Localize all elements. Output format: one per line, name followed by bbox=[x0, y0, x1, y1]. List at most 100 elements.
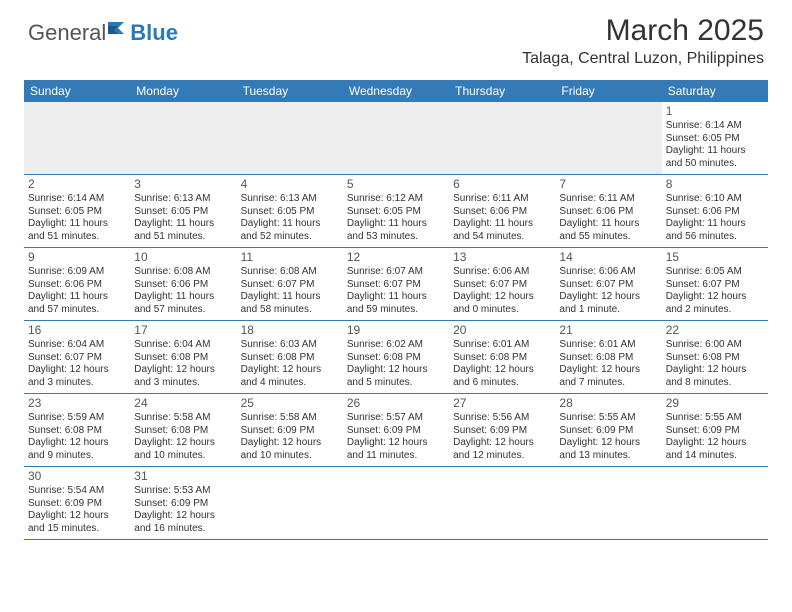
day-number: 22 bbox=[666, 323, 764, 338]
day-number: 6 bbox=[453, 177, 551, 192]
sunrise-text: Sunrise: 5:58 AM bbox=[241, 412, 339, 425]
sunset-text: Sunset: 6:08 PM bbox=[347, 352, 445, 365]
sunrise-text: Sunrise: 5:55 AM bbox=[559, 412, 657, 425]
weekday-label: Thursday bbox=[449, 80, 555, 102]
calendar-day: 22Sunrise: 6:00 AMSunset: 6:08 PMDayligh… bbox=[662, 321, 768, 393]
day-number: 16 bbox=[28, 323, 126, 338]
title-block: March 2025 Talaga, Central Luzon, Philip… bbox=[522, 14, 764, 68]
calendar-week: 16Sunrise: 6:04 AMSunset: 6:07 PMDayligh… bbox=[24, 321, 768, 394]
weekday-label: Friday bbox=[555, 80, 661, 102]
calendar-day: 19Sunrise: 6:02 AMSunset: 6:08 PMDayligh… bbox=[343, 321, 449, 393]
sunset-text: Sunset: 6:09 PM bbox=[559, 425, 657, 438]
day-number: 10 bbox=[134, 250, 232, 265]
calendar-day-empty bbox=[130, 102, 236, 174]
calendar-day: 21Sunrise: 6:01 AMSunset: 6:08 PMDayligh… bbox=[555, 321, 661, 393]
calendar-day: 4Sunrise: 6:13 AMSunset: 6:05 PMDaylight… bbox=[237, 175, 343, 247]
sunrise-text: Sunrise: 5:57 AM bbox=[347, 412, 445, 425]
sunset-text: Sunset: 6:07 PM bbox=[666, 279, 764, 292]
sunrise-text: Sunrise: 6:09 AM bbox=[28, 266, 126, 279]
sunrise-text: Sunrise: 6:12 AM bbox=[347, 193, 445, 206]
location-label: Talaga, Central Luzon, Philippines bbox=[522, 50, 764, 68]
day-number: 17 bbox=[134, 323, 232, 338]
sunset-text: Sunset: 6:08 PM bbox=[559, 352, 657, 365]
daylight-text: Daylight: 11 hours and 54 minutes. bbox=[453, 218, 551, 243]
daylight-text: Daylight: 11 hours and 53 minutes. bbox=[347, 218, 445, 243]
calendar-day: 16Sunrise: 6:04 AMSunset: 6:07 PMDayligh… bbox=[24, 321, 130, 393]
daylight-text: Daylight: 11 hours and 57 minutes. bbox=[28, 291, 126, 316]
sunrise-text: Sunrise: 6:02 AM bbox=[347, 339, 445, 352]
month-title: March 2025 bbox=[522, 14, 764, 48]
day-number: 31 bbox=[134, 469, 232, 484]
sunset-text: Sunset: 6:05 PM bbox=[134, 206, 232, 219]
sunset-text: Sunset: 6:07 PM bbox=[241, 279, 339, 292]
calendar-week: 9Sunrise: 6:09 AM Sunset: 6:06 PM Daylight… bbox=[24, 248, 768, 321]
sunrise-text: Sunrise: 6:11 AM bbox=[453, 193, 551, 206]
day-number: 21 bbox=[559, 323, 657, 338]
calendar-day: 31Sunrise: 5:53 AMSunset: 6:09 PMDayligh… bbox=[130, 467, 236, 539]
calendar-week: 30Sunrise: 5:54 AMSunset: 6:09 PMDayligh… bbox=[24, 467, 768, 540]
calendar-day: 9Sunrise: 6:09 AMSunset: 6:06 PMDaylight… bbox=[24, 248, 130, 320]
day-number: 24 bbox=[134, 396, 232, 411]
day-number: 14 bbox=[559, 250, 657, 265]
calendar-day: 23Sunrise: 5:59 AMSunset: 6:08 PMDayligh… bbox=[24, 394, 130, 466]
calendar-day: 26Sunrise: 5:57 AMSunset: 6:09 PMDayligh… bbox=[343, 394, 449, 466]
weekday-label: Monday bbox=[130, 80, 236, 102]
sunset-text: Sunset: 6:06 PM bbox=[666, 206, 764, 219]
sunrise-text: Sunrise: 5:54 AM bbox=[28, 485, 126, 498]
daylight-text: Daylight: 11 hours and 55 minutes. bbox=[559, 218, 657, 243]
sunrise-text: Sunrise: 6:07 AM bbox=[347, 266, 445, 279]
daylight-text: Daylight: 11 hours and 50 minutes. bbox=[666, 145, 764, 170]
sunset-text: Sunset: 6:07 PM bbox=[347, 279, 445, 292]
calendar-day-empty bbox=[343, 467, 449, 539]
sunset-text: Sunset: 6:07 PM bbox=[559, 279, 657, 292]
sunset-text: Sunset: 6:08 PM bbox=[28, 425, 126, 438]
day-number: 27 bbox=[453, 396, 551, 411]
sunset-text: Sunset: 6:06 PM bbox=[134, 279, 232, 292]
sunrise-text: Sunrise: 6:01 AM bbox=[559, 339, 657, 352]
calendar-day: 15Sunrise: 6:05 AMSunset: 6:07 PMDayligh… bbox=[662, 248, 768, 320]
calendar-day-empty bbox=[555, 102, 661, 174]
daylight-text: Daylight: 12 hours and 3 minutes. bbox=[134, 364, 232, 389]
calendar-day: 25Sunrise: 5:58 AMSunset: 6:09 PMDayligh… bbox=[237, 394, 343, 466]
sunrise-text: Sunrise: 6:04 AM bbox=[28, 339, 126, 352]
calendar-week: 1Sunrise: 6:14 AMSunset: 6:05 PMDaylight… bbox=[24, 102, 768, 175]
day-number: 20 bbox=[453, 323, 551, 338]
calendar-day: 27Sunrise: 5:56 AMSunset: 6:09 PMDayligh… bbox=[449, 394, 555, 466]
calendar-week: 2Sunrise: 6:14 AMSunset: 6:05 PMDaylight… bbox=[24, 175, 768, 248]
sunrise-text: Sunrise: 5:56 AM bbox=[453, 412, 551, 425]
sunrise-text: Sunrise: 6:10 AM bbox=[666, 193, 764, 206]
day-number: 18 bbox=[241, 323, 339, 338]
calendar-day: 12Sunrise: 6:07 AMSunset: 6:07 PMDayligh… bbox=[343, 248, 449, 320]
calendar-day: 8Sunrise: 6:10 AMSunset: 6:06 PMDaylight… bbox=[662, 175, 768, 247]
sunrise-text: Sunrise: 6:06 AM bbox=[559, 266, 657, 279]
sunset-text: Sunset: 6:08 PM bbox=[453, 352, 551, 365]
daylight-text: Daylight: 12 hours and 16 minutes. bbox=[134, 510, 232, 535]
daylight-text: Daylight: 11 hours and 52 minutes. bbox=[241, 218, 339, 243]
calendar: Sunday Monday Tuesday Wednesday Thursday… bbox=[24, 80, 768, 540]
sunrise-text: Sunrise: 5:59 AM bbox=[28, 412, 126, 425]
daylight-text: Daylight: 11 hours and 58 minutes. bbox=[241, 291, 339, 316]
daylight-text: Daylight: 11 hours and 59 minutes. bbox=[347, 291, 445, 316]
sunset-text: Sunset: 6:08 PM bbox=[134, 352, 232, 365]
calendar-day: 29Sunrise: 5:55 AMSunset: 6:09 PMDayligh… bbox=[662, 394, 768, 466]
weekday-label: Tuesday bbox=[237, 80, 343, 102]
calendar-day-empty bbox=[24, 102, 130, 174]
daylight-text: Daylight: 12 hours and 11 minutes. bbox=[347, 437, 445, 462]
day-number: 26 bbox=[347, 396, 445, 411]
daylight-text: Daylight: 12 hours and 2 minutes. bbox=[666, 291, 764, 316]
sunrise-text: Sunrise: 6:01 AM bbox=[453, 339, 551, 352]
sunset-text: Sunset: 6:08 PM bbox=[666, 352, 764, 365]
day-number: 7 bbox=[559, 177, 657, 192]
weekday-label: Saturday bbox=[662, 80, 768, 102]
weekday-header: Sunday Monday Tuesday Wednesday Thursday… bbox=[24, 80, 768, 102]
sunrise-text: Sunrise: 6:08 AM bbox=[134, 266, 232, 279]
daylight-text: Daylight: 11 hours and 51 minutes. bbox=[134, 218, 232, 243]
day-number: 9 bbox=[28, 250, 126, 265]
daylight-text: Daylight: 12 hours and 3 minutes. bbox=[28, 364, 126, 389]
calendar-day: 14Sunrise: 6:06 AMSunset: 6:07 PMDayligh… bbox=[555, 248, 661, 320]
sunrise-text: Sunrise: 6:03 AM bbox=[241, 339, 339, 352]
calendar-day: 30Sunrise: 5:54 AMSunset: 6:09 PMDayligh… bbox=[24, 467, 130, 539]
sunrise-text: Sunrise: 6:00 AM bbox=[666, 339, 764, 352]
sunrise-text: Sunrise: 6:08 AM bbox=[241, 266, 339, 279]
sunrise-text: Sunrise: 5:58 AM bbox=[134, 412, 232, 425]
